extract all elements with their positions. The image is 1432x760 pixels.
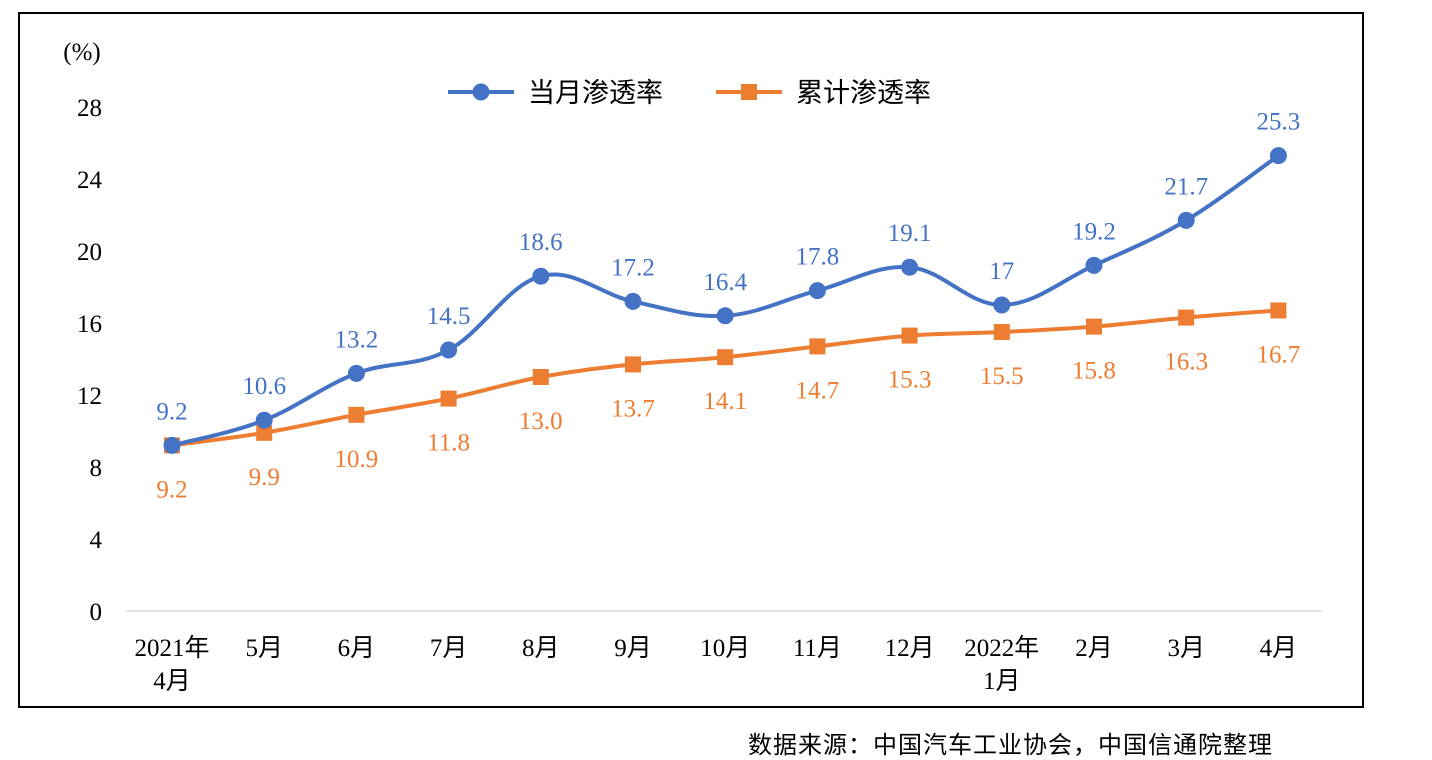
series-1-point [1269,147,1287,165]
series-1-point [1177,211,1195,229]
series-1-data-label: 17.8 [796,244,840,271]
series-2-point [440,390,457,407]
series-2-point [717,349,734,366]
series-1-point [993,296,1011,314]
y-tick-label: 8 [90,455,103,482]
series-1-point [901,258,919,276]
series-1-data-label: 18.6 [519,229,563,256]
legend-marker-1 [472,83,490,101]
x-tick-label: 5月 [245,635,283,662]
y-axis-unit-label: (%) [63,39,100,66]
source-note: 数据来源：中国汽车工业协会，中国信通院整理 [748,731,1273,759]
series-2-data-label: 10.9 [335,446,379,473]
series-1-point [1085,256,1103,274]
series-2-point [1086,318,1102,335]
series-1-data-label: 17 [989,258,1014,285]
line-chart: (%) 0 4 8 12 16 20 24 28 2021年 4月 5月 6月 7月 8月 9月 10月 11月 1… [63,39,1322,695]
series-2-data-label: 14.7 [796,377,840,404]
series-2-data-label: 13.7 [611,395,655,422]
y-tick-label: 0 [90,599,103,626]
series-1-data-label: 19.1 [888,220,932,247]
y-tick-label: 28 [77,95,102,122]
chart-frame: (%) 0 4 8 12 16 20 24 28 2021年 4月 5月 6月 7月 8月 9月 10月 11月 1… [18,12,1364,708]
x-tick-label: 2022年 1月 [964,634,1039,695]
legend-label-2: 累计渗透率 [796,78,931,109]
series-2-point [1178,309,1195,326]
series-1-data-label: 19.2 [1072,218,1116,245]
x-tick-label: 2021年 4月 [134,634,209,695]
series-2-data-label: 15.5 [980,363,1024,390]
y-tick-label: 4 [90,527,103,554]
series-2-point [625,356,641,373]
series-1-data-label: 14.5 [427,303,471,330]
x-tick-label: 2月 [1075,635,1113,662]
series-1-point [808,282,826,300]
x-tick-label: 4月 [1260,635,1298,662]
series-2-data-label: 13.0 [519,408,563,435]
series-2-point [532,369,549,385]
series-2-point [993,324,1010,340]
series-2-point [256,424,273,441]
series-1-point [440,341,458,359]
series-1-data-label: 17.2 [611,254,655,281]
series-2-data-label: 11.8 [427,430,470,457]
series-1-data-label: 10.6 [242,373,286,400]
y-tick-label: 16 [77,311,102,338]
x-tick-label: 7月 [430,635,468,662]
x-tick-label: 3月 [1167,635,1205,662]
series-2-point [348,406,365,423]
series-2-data-label: 14.1 [703,388,747,415]
series-2-data-label: 15.8 [1072,358,1116,385]
y-tick-label: 12 [77,383,102,410]
series-1-data-label: 25.3 [1257,109,1301,136]
series-2-point [1270,302,1287,319]
x-tick-label: 12月 [885,635,935,662]
series-2-point [901,327,918,344]
x-tick-label: 6月 [338,635,376,662]
series-2-data-label: 9.9 [249,464,280,491]
x-tick-label: 8月 [522,635,560,662]
legend-marker-2 [741,84,757,100]
series-1-point [532,267,550,285]
series-2-data-label: 16.3 [1164,349,1208,376]
series-2-data-label: 9.2 [156,476,187,503]
series-2-point [809,338,826,355]
x-tick-label: 11月 [793,635,842,662]
series-2-data-label: 16.7 [1257,341,1301,368]
series-1-point [716,307,734,325]
series-1-point [163,436,181,454]
series-1-data-label: 21.7 [1164,173,1208,200]
y-tick-label: 24 [77,167,103,194]
legend-label-1: 当月渗透率 [528,78,663,109]
series-1-data-label: 9.2 [156,398,187,425]
series-1-data-label: 13.2 [335,326,379,353]
x-tick-label: 9月 [614,635,652,662]
x-tick-label: 10月 [700,635,750,662]
series-1-point [624,292,642,310]
series-1-point [347,364,365,382]
y-tick-label: 20 [77,239,102,266]
series-2-data-label: 15.3 [888,367,932,394]
series-1-point [255,411,273,429]
series-1-data-label: 16.4 [703,269,747,296]
